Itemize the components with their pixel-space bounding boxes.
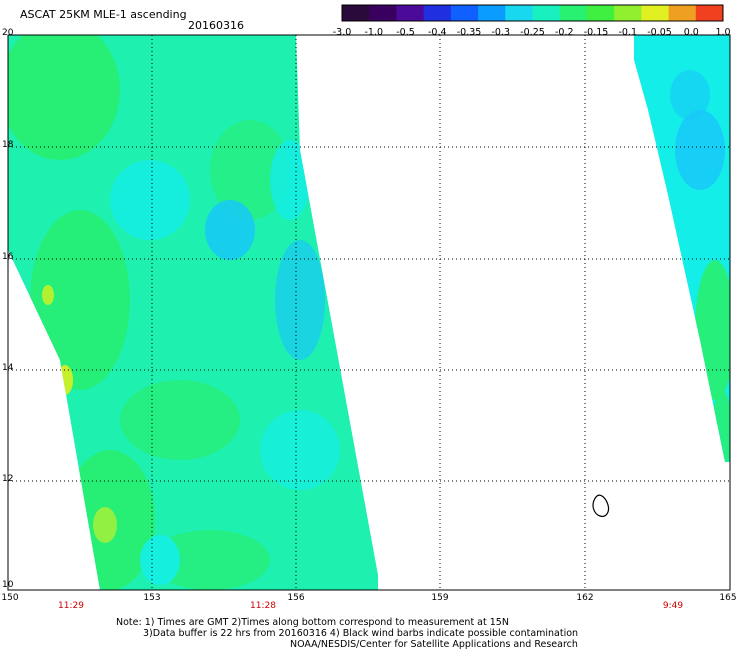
wind-patch: [695, 260, 730, 400]
colorbar-tick-label: 0.0: [683, 27, 699, 38]
map-frame: [7, 34, 731, 591]
wind-patch: [42, 285, 54, 305]
colorbar-tick-label: -0.2: [554, 27, 574, 38]
colorbar-swatch: [532, 5, 561, 21]
colorbar-tick-label: -0.05: [647, 27, 672, 38]
lat-label-20: 20: [2, 28, 14, 38]
colorbar-swatch: [586, 5, 615, 21]
note-line-1: Note: 1) Times are GMT 2)Times along bot…: [116, 617, 509, 628]
wind-patch: [712, 390, 730, 462]
pass-time-2: 11:28: [250, 601, 276, 611]
lat-label-16: 16: [2, 252, 14, 262]
lon-label-165: 165: [719, 593, 737, 603]
product-date: 20160316: [188, 19, 244, 32]
wind-patch: [8, 35, 120, 160]
wind-patch: [270, 140, 310, 220]
colorbar-tick-label: -0.3: [491, 27, 511, 38]
wind-patch: [210, 120, 290, 220]
lat-label-18: 18: [2, 140, 14, 150]
colorbar-swatch: [641, 5, 670, 21]
colorbar-swatch: [668, 5, 697, 21]
wind-patch: [93, 507, 117, 543]
wind-patch: [260, 410, 340, 490]
graticule: [8, 35, 730, 590]
island-outline: [592, 494, 610, 517]
colorbar-tick-label: -0.35: [456, 27, 482, 38]
colorbar-swatch: [505, 5, 533, 21]
product-title: ASCAT 25KM MLE-1 ascending: [20, 8, 187, 21]
wind-patch: [275, 240, 325, 360]
colorbar-tick-label: -0.15: [583, 27, 609, 38]
colorbar-tick-label: -0.5: [396, 27, 415, 38]
colorbar-swatch: [342, 5, 370, 21]
wind-patch: [150, 530, 270, 590]
right-swath: [634, 35, 730, 462]
colorbar-tick-label: -3.0: [332, 27, 352, 38]
lon-label-150: 150: [1, 593, 19, 603]
colorbar-tick-label: -0.1: [618, 27, 638, 38]
colorbar-tick-label: -0.4: [427, 27, 447, 38]
colorbar-tick-label: 1.0: [715, 27, 731, 38]
wind-patch: [670, 70, 710, 120]
pass-time-1: 11:29: [58, 601, 84, 611]
colorbar-swatch: [559, 5, 588, 21]
left-swath: [8, 35, 378, 590]
colorbar-swatch: [369, 5, 397, 21]
note-line-3: NOAA/NESDIS/Center for Satellite Applica…: [290, 639, 578, 650]
lat-label-12: 12: [2, 474, 14, 484]
colorbar-swatch: [614, 5, 642, 21]
lon-label-162: 162: [576, 593, 594, 603]
wind-patch: [140, 535, 180, 585]
colorbar-tick-label: -1.0: [364, 27, 384, 38]
colorbar-swatch: [423, 5, 452, 21]
wind-patch: [120, 380, 240, 460]
note-line-2: 3)Data buffer is 22 hrs from 20160316 4)…: [143, 628, 579, 639]
lon-label-153: 153: [143, 593, 161, 603]
lon-label-159: 159: [431, 593, 449, 603]
wind-patch: [205, 200, 255, 260]
lon-label-156: 156: [287, 593, 305, 603]
colorbar-swatch: [396, 5, 425, 21]
pass-time-3: 9:49: [662, 601, 684, 611]
wind-patch: [30, 210, 130, 390]
wind-patch: [675, 110, 725, 190]
lat-label-14: 14: [2, 363, 14, 373]
colorbar-swatch: [478, 5, 506, 21]
colorbar-tick-label: -0.25: [520, 27, 545, 38]
lat-label-10: 10: [2, 580, 14, 590]
wind-patch: [110, 160, 190, 240]
colorbar: [341, 4, 724, 22]
colorbar-swatch: [695, 5, 724, 21]
colorbar-swatch: [450, 5, 479, 21]
